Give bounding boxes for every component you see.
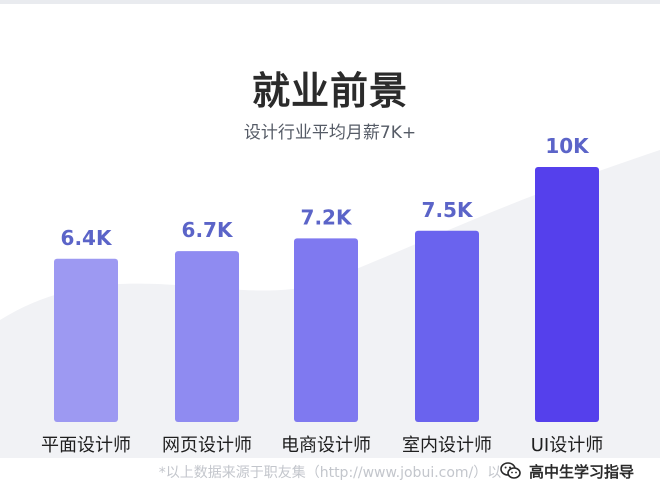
bar-1 [54,258,118,422]
value-labels-group: 6.4K 6.7K 7.2K 7.5K 10K [61,134,591,250]
source-note: *以上数据来源于职友集（http://www.jobui.com/）以 [158,465,502,481]
bar-3 [294,238,358,422]
chart-subtitle: 设计行业平均月薪7K+ [243,123,417,143]
chart-title: 就业前景 [251,69,408,113]
category-label-4: 室内设计师 [402,435,492,456]
category-label-2: 网页设计师 [162,435,252,456]
bars-group [54,167,599,422]
category-label-3: 电商设计师 [281,435,371,456]
top-strip [0,0,660,4]
bar-5 [535,167,599,422]
watermark: 高中生学习指导 [500,458,637,484]
value-label-1: 6.4K [61,226,113,250]
category-label-5: UI设计师 [531,435,603,456]
category-label-1: 平面设计师 [41,435,131,456]
watermark-label: 高中生学习指导 [527,460,637,482]
value-label-2: 6.7K [182,218,234,242]
value-label-3: 7.2K [301,205,353,229]
wechat-icon [500,462,521,479]
bar-4 [415,230,479,422]
value-label-4: 7.5K [422,198,474,222]
bar-2 [175,251,239,422]
category-labels-group: 平面设计师 网页设计师 电商设计师 室内设计师 UI设计师 [41,435,603,456]
value-label-5: 10K [545,134,590,158]
